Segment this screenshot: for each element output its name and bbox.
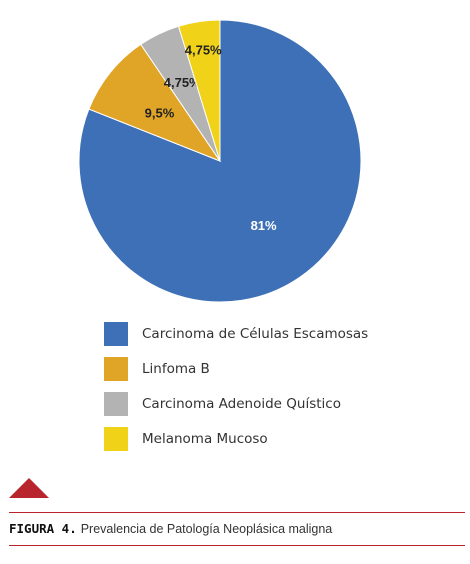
legend-label: Melanoma Mucoso [142,430,268,447]
caption-bottom-rule [9,545,465,546]
legend: Carcinoma de Células Escamosas Linfoma B… [104,316,368,456]
legend-swatch [104,321,128,346]
legend-swatch [104,356,128,381]
caption-label: FIGURA 4. [9,521,77,536]
slice-data-label: 4,75% [185,43,222,58]
legend-item: Carcinoma Adenoide Quístico [104,386,368,421]
figure-marker-triangle [9,478,49,498]
slice-data-label: 9,5% [145,106,175,121]
legend-label: Carcinoma de Células Escamosas [142,325,369,342]
pie-chart: 81% 9,5% 4,75% 4,75% [78,19,362,303]
legend-swatch [104,426,128,451]
figure-caption: FIGURA 4. Prevalencia de Patología Neopl… [9,521,332,536]
legend-item: Melanoma Mucoso [104,421,368,456]
caption-top-rule [9,512,465,513]
pie-slice [177,19,221,162]
legend-swatch [104,391,128,416]
slice-data-label: 4,75% [164,75,201,90]
legend-label: Carcinoma Adenoide Quístico [142,395,341,412]
pie-slice [88,43,222,163]
slice-data-label: 81% [251,218,277,233]
caption-text: Prevalencia de Patología Neoplásica mali… [80,522,333,536]
legend-item: Carcinoma de Células Escamosas [104,316,368,351]
legend-label: Linfoma B [142,360,210,377]
legend-item: Linfoma B [104,351,368,386]
